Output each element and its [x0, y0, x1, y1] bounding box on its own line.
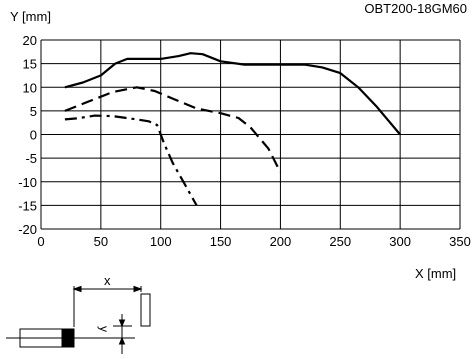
y-tick-label: 0: [30, 128, 37, 143]
y-axis-label: Y [mm]: [10, 9, 51, 24]
grid: [40, 39, 461, 230]
series-solid-line: [64, 52, 401, 136]
sketch-x-label: x: [104, 273, 111, 288]
y-tick-label: 10: [23, 80, 37, 95]
y-tick-label: -20: [18, 222, 37, 237]
y-tick-label: 5: [30, 104, 37, 119]
series-dashed-line: [64, 86, 282, 173]
x-axis-label: X [mm]: [415, 266, 457, 281]
y-dimension-arrow-bottom: [118, 336, 126, 345]
x-tick-label: 50: [94, 234, 108, 249]
y-tick-label: -5: [25, 151, 37, 166]
x-tick-label: 300: [389, 234, 411, 249]
y-tick-label: 15: [23, 57, 37, 72]
sketch-y-label: y: [97, 326, 111, 332]
x-dimension-arrow-right: [133, 285, 143, 293]
x-dimension-arrow-left: [72, 285, 82, 293]
y-tick-label: -10: [18, 175, 37, 190]
target-plate: [140, 293, 151, 327]
series-lines: [64, 52, 401, 206]
x-tick-label: 350: [449, 234, 471, 249]
y-tick-label: -15: [18, 198, 37, 213]
sensor-diagram: [6, 285, 151, 354]
x-tick-label: 0: [37, 234, 44, 249]
model-label: OBT200-18GM60: [364, 1, 467, 16]
y-tick-label: 20: [23, 33, 37, 48]
series-dash-dot-line: [64, 114, 198, 206]
x-tick-label: 200: [270, 234, 292, 249]
x-tick-label: 100: [150, 234, 172, 249]
y-dimension-arrow-top: [118, 319, 126, 328]
x-tick-label: 250: [329, 234, 351, 249]
x-tick-label: 150: [210, 234, 232, 249]
